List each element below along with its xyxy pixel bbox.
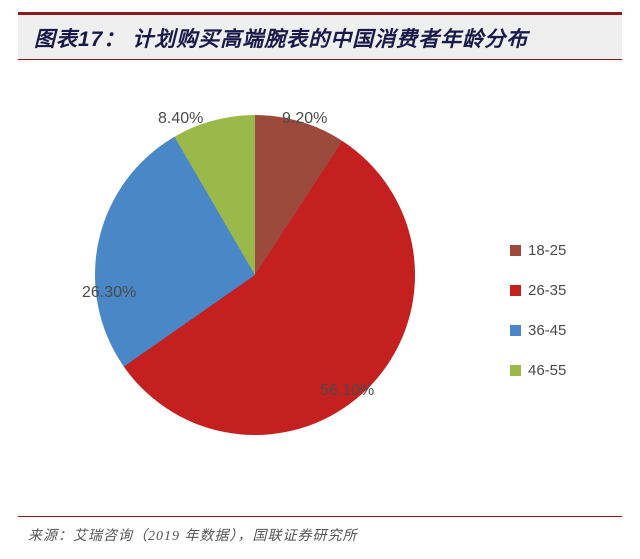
source-text: 来源：艾瑞咨询（2019 年数据），国联证券研究所 [28,525,358,545]
footer-rule [18,516,622,517]
chart-area: 9.20% 56.10% 26.30% 8.40% 18-25 26-35 36… [0,60,640,500]
title-prefix: 图表17： [34,28,125,51]
chart-title: 图表17： 计划购买高端腕表的中国消费者年龄分布 [34,23,528,53]
legend-item-18-25: 18-25 [510,240,566,260]
title-band: 图表17： 计划购买高端腕表的中国消费者年龄分布 [18,12,622,60]
slice-label-36-45: 26.30% [82,284,136,302]
legend-label: 36-45 [528,322,566,339]
legend-label: 46-55 [528,362,566,379]
legend: 18-25 26-35 36-45 46-55 [510,240,566,380]
figure-container: 图表17： 计划购买高端腕表的中国消费者年龄分布 9.20% 56.10% 26… [0,0,640,559]
slice-label-46-55: 8.40% [158,110,203,128]
legend-swatch [510,325,521,336]
legend-label: 18-25 [528,242,566,259]
legend-item-46-55: 46-55 [510,360,566,380]
legend-item-36-45: 36-45 [510,320,566,340]
legend-swatch [510,245,521,256]
legend-label: 26-35 [528,282,566,299]
title-text: 计划购买高端腕表的中国消费者年龄分布 [132,28,528,51]
legend-item-26-35: 26-35 [510,280,566,300]
slice-label-26-35: 56.10% [320,382,374,400]
slice-label-18-25: 9.20% [282,110,327,128]
legend-swatch [510,365,521,376]
legend-swatch [510,285,521,296]
